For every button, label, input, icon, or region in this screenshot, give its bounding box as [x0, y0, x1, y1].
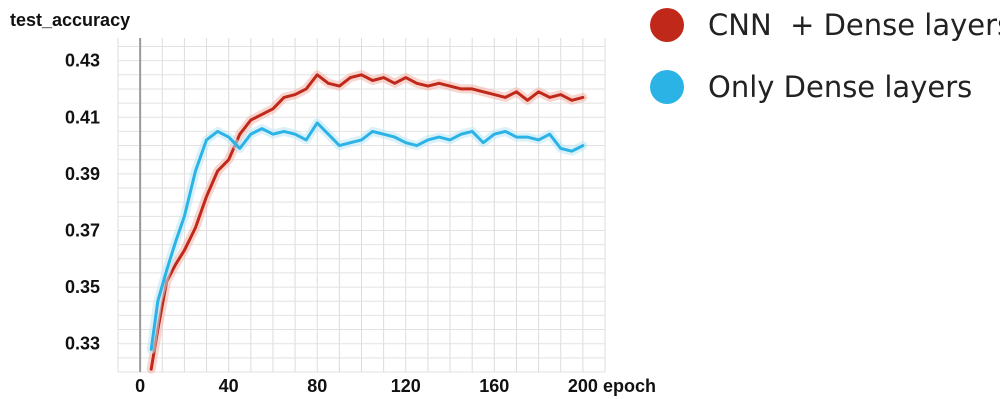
x-tick-labels: 0 40 80 120 160 200: [135, 376, 598, 396]
x-tick-label: 0: [135, 376, 145, 396]
y-tick-label: 0.41: [65, 107, 100, 127]
x-tick-label: 80: [307, 376, 327, 396]
series-band-cnn: [146, 70, 588, 374]
y-axis-label: test_accuracy: [10, 10, 130, 30]
series-lines: [146, 70, 588, 374]
y-tick-label: 0.39: [65, 164, 100, 184]
legend-item-cnn: CNN + Dense layers: [650, 5, 1000, 45]
legend-label-cnn: CNN + Dense layers: [708, 8, 1000, 42]
y-tick-label: 0.43: [65, 51, 100, 71]
grid: [117, 38, 606, 373]
x-axis-label: epoch: [603, 376, 656, 396]
legend-item-dense: Only Dense layers: [650, 67, 1000, 107]
y-tick-labels: 0.33 0.35 0.37 0.39 0.41 0.43: [65, 51, 100, 354]
legend-marker-cnn: [650, 8, 684, 42]
legend: CNN + Dense layers Only Dense layers: [650, 5, 1000, 129]
series-line-dense: [149, 121, 585, 351]
x-tick-label: 200: [568, 376, 598, 396]
x-tick-label: 160: [479, 376, 509, 396]
series-line-cnn: [149, 73, 585, 371]
y-tick-label: 0.35: [65, 277, 100, 297]
y-tick-label: 0.37: [65, 220, 100, 240]
x-tick-label: 120: [391, 376, 421, 396]
x-tick-label: 40: [219, 376, 239, 396]
y-tick-label: 0.33: [65, 334, 100, 354]
legend-marker-dense: [650, 70, 684, 104]
legend-label-dense: Only Dense layers: [708, 70, 973, 104]
